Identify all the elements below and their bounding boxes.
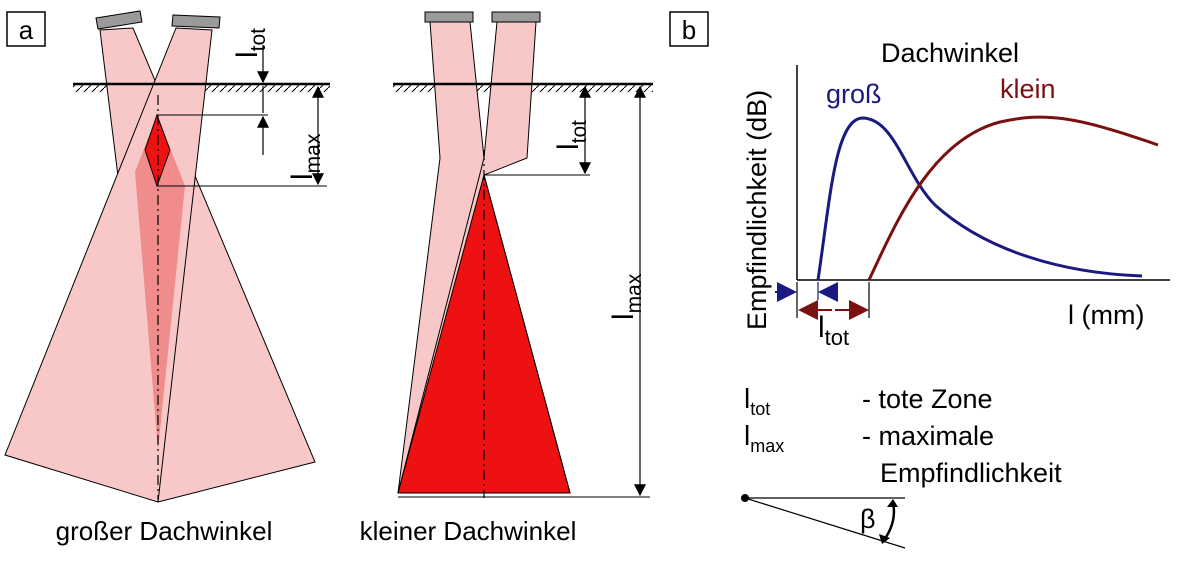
legend-ltot-symbol: ltot: [744, 383, 770, 419]
legend-lmax-desc-line1: - maximale: [862, 421, 994, 451]
panel-a: a ltot: [4, 10, 653, 546]
curve-gross-label: groß: [826, 79, 882, 109]
ltot-chart-label: ltot: [818, 311, 849, 350]
lmax-label-right: lmax: [607, 273, 646, 320]
legend-ltot-desc: - tote Zone: [862, 384, 993, 414]
panel-b-label: b: [682, 15, 696, 45]
legend-lmax-desc-line2: Empfindlichkeit: [880, 458, 1062, 488]
panel-b: b Empfindlichkeit (dB) l (mm) Dachwinkel…: [669, 11, 1170, 350]
angle-arc-head-top: [887, 499, 898, 507]
curve-klein-label: klein: [1000, 74, 1056, 104]
left-sensor-large-angle: ltot lmax großer Dachwinkel: [4, 10, 330, 546]
ltot-label-right: ltot: [552, 120, 591, 150]
ltot-label-left: ltot: [231, 28, 270, 58]
panel-b-label-box: [669, 11, 709, 47]
caption-small-angle: kleiner Dachwinkel: [360, 516, 577, 546]
receiver-head: [171, 14, 221, 29]
curve-klein: [867, 115, 1159, 281]
beam-overlap: [135, 115, 185, 450]
curve-gross: [816, 116, 1143, 281]
legend-title: Dachwinkel: [881, 38, 1019, 68]
legend-lmax-symbol: lmax: [744, 420, 784, 456]
angle-beta-label: β: [860, 504, 876, 534]
emitter-head: [95, 10, 143, 30]
angle-ray-inclined: [744, 497, 906, 549]
y-axis-label: Empfindlichkeit (dB): [742, 90, 772, 330]
right-sensor-small-angle: ltot lmax kleiner Dachwinkel: [360, 11, 653, 546]
emitter-head-small: [424, 11, 474, 23]
legend: ltot - tote Zone lmax - maximale Empfind…: [744, 383, 1062, 488]
angle-arc: [882, 502, 896, 541]
caption-large-angle: großer Dachwinkel: [56, 516, 273, 546]
x-axis-label: l (mm): [1068, 300, 1144, 330]
angle-arc-head-bottom: [879, 534, 890, 544]
receiver-head-small: [491, 11, 541, 23]
panel-a-label: a: [19, 15, 34, 45]
angle-beta: β: [741, 494, 906, 549]
lmax-label-left: lmax: [286, 133, 325, 180]
panel-a-label-box: [6, 11, 46, 47]
